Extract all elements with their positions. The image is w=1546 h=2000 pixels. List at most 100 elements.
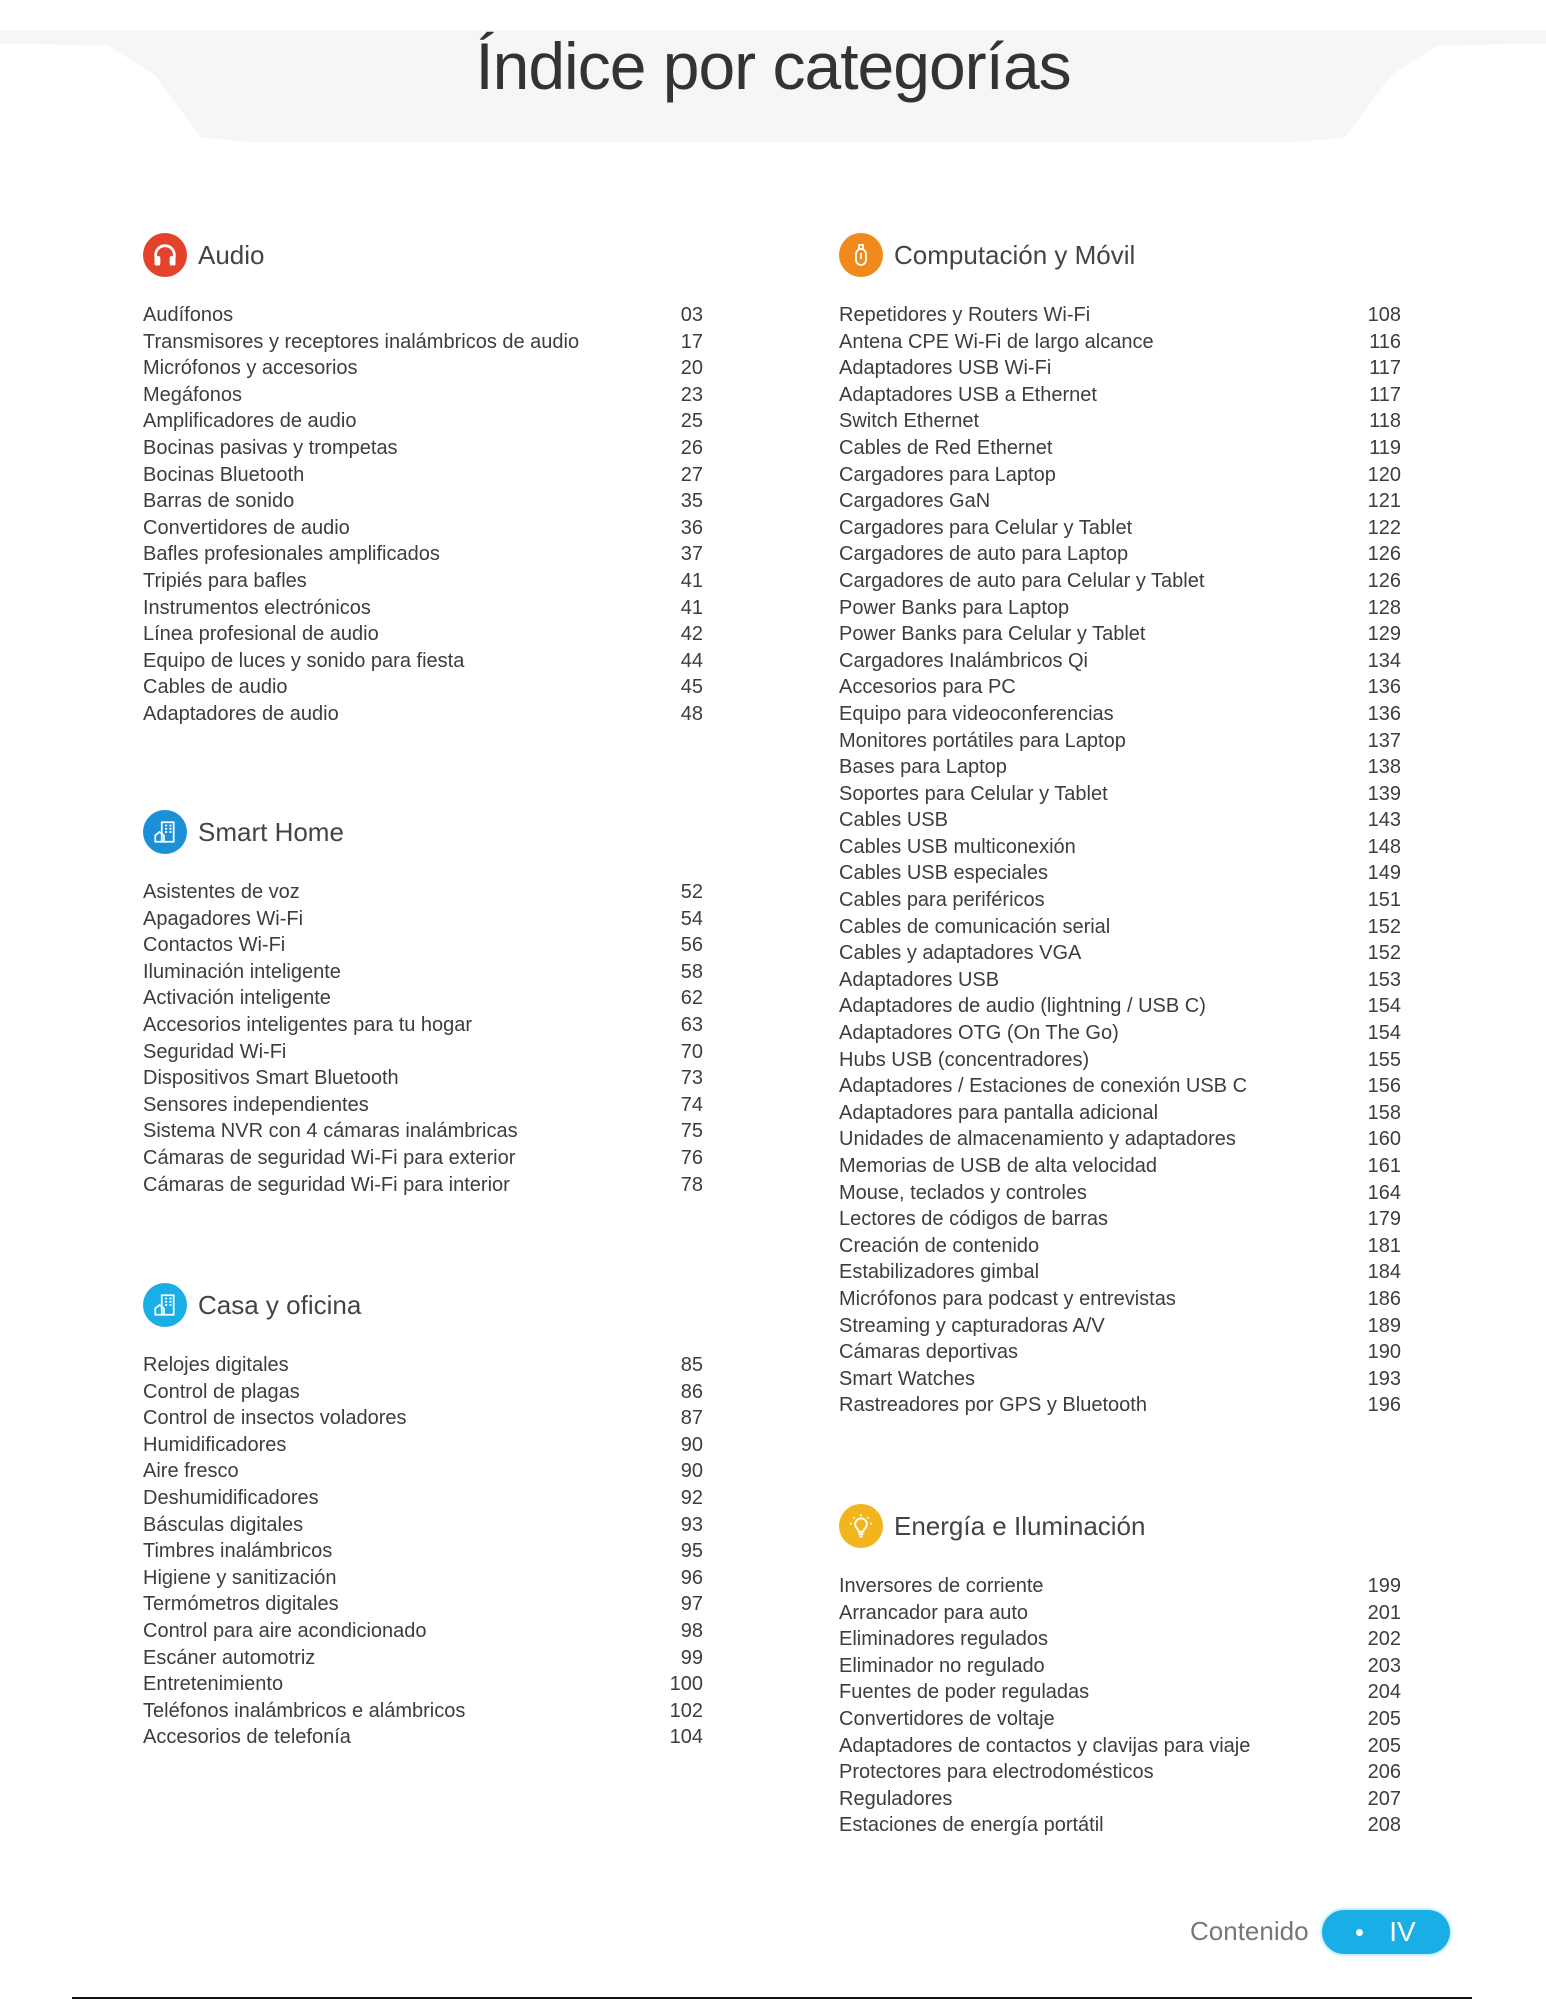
index-entry[interactable]: Entretenimiento 100	[143, 1671, 703, 1698]
index-entry[interactable]: Smart Watches 193	[839, 1366, 1401, 1393]
index-entry[interactable]: Switch Ethernet 118	[839, 408, 1401, 435]
index-entry[interactable]: Megáfonos 23	[143, 382, 703, 409]
index-entry[interactable]: Protectores para electrodomésticos 206	[839, 1759, 1401, 1786]
index-entry[interactable]: Fuentes de poder reguladas 204	[839, 1679, 1401, 1706]
index-entry[interactable]: Apagadores Wi-Fi 54	[143, 906, 703, 933]
index-entry[interactable]: Memorias de USB de alta velocidad 161	[839, 1153, 1401, 1180]
index-entry[interactable]: Termómetros digitales 97	[143, 1591, 703, 1618]
index-entry[interactable]: Eliminador no regulado 203	[839, 1653, 1401, 1680]
index-entry[interactable]: Cargadores para Celular y Tablet 122	[839, 515, 1401, 542]
index-entry[interactable]: Contactos Wi-Fi 56	[143, 932, 703, 959]
index-entry[interactable]: Transmisores y receptores inalámbricos d…	[143, 329, 703, 356]
index-entry[interactable]: Repetidores y Routers Wi-Fi 108	[839, 302, 1401, 329]
index-entry[interactable]: Lectores de códigos de barras 179	[839, 1206, 1401, 1233]
index-entry[interactable]: Cables y adaptadores VGA 152	[839, 940, 1401, 967]
index-entry[interactable]: Micrófonos para podcast y entrevistas 18…	[839, 1286, 1401, 1313]
index-entry[interactable]: Básculas digitales 93	[143, 1512, 703, 1539]
index-entry[interactable]: Hubs USB (concentradores) 155	[839, 1047, 1401, 1074]
index-entry[interactable]: Accesorios inteligentes para tu hogar 63	[143, 1012, 703, 1039]
index-entry[interactable]: Power Banks para Laptop 128	[839, 595, 1401, 622]
index-entry[interactable]: Iluminación inteligente 58	[143, 959, 703, 986]
index-entry[interactable]: Cables USB multiconexión 148	[839, 834, 1401, 861]
entry-label: Memorias de USB de alta velocidad	[839, 1155, 1157, 1177]
index-entry[interactable]: Control de plagas 86	[143, 1379, 703, 1406]
index-entry[interactable]: Adaptadores OTG (On The Go) 154	[839, 1020, 1401, 1047]
index-entry[interactable]: Sensores independientes 74	[143, 1092, 703, 1119]
index-entry[interactable]: Dispositivos Smart Bluetooth 73	[143, 1065, 703, 1092]
index-entry[interactable]: Antena CPE Wi-Fi de largo alcance 116	[839, 329, 1401, 356]
index-entry[interactable]: Unidades de almacenamiento y adaptadores…	[839, 1126, 1401, 1153]
index-entry[interactable]: Adaptadores para pantalla adicional 158	[839, 1100, 1401, 1127]
index-entry[interactable]: Monitores portátiles para Laptop 137	[839, 728, 1401, 755]
index-entry[interactable]: Sistema NVR con 4 cámaras inalámbricas 7…	[143, 1118, 703, 1145]
index-entry[interactable]: Cargadores GaN 121	[839, 488, 1401, 515]
index-entry[interactable]: Cables USB especiales 149	[839, 860, 1401, 887]
index-entry[interactable]: Amplificadores de audio 25	[143, 408, 703, 435]
index-entry[interactable]: Cargadores de auto para Laptop 126	[839, 541, 1401, 568]
index-entry[interactable]: Streaming y capturadoras A/V 189	[839, 1313, 1401, 1340]
index-entry[interactable]: Cargadores para Laptop 120	[839, 462, 1401, 489]
index-entry[interactable]: Adaptadores USB 153	[839, 967, 1401, 994]
index-entry[interactable]: Equipo para videoconferencias 136	[839, 701, 1401, 728]
index-entry[interactable]: Barras de sonido 35	[143, 488, 703, 515]
index-entry[interactable]: Aire fresco 90	[143, 1458, 703, 1485]
index-entry[interactable]: Rastreadores por GPS y Bluetooth 196	[839, 1392, 1401, 1419]
index-entry[interactable]: Instrumentos electrónicos 41	[143, 595, 703, 622]
index-entry[interactable]: Tripiés para bafles 41	[143, 568, 703, 595]
index-entry[interactable]: Línea profesional de audio 42	[143, 621, 703, 648]
index-entry[interactable]: Escáner automotriz 99	[143, 1645, 703, 1672]
index-entry[interactable]: Micrófonos y accesorios 20	[143, 355, 703, 382]
entry-label: Accesorios para PC	[839, 676, 1016, 699]
index-entry[interactable]: Reguladores 207	[839, 1786, 1401, 1813]
entry-label: Adaptadores de audio	[143, 702, 339, 725]
index-entry[interactable]: Accesorios de telefonía 104	[143, 1724, 703, 1751]
index-entry[interactable]: Higiene y sanitización 96	[143, 1565, 703, 1592]
index-entry[interactable]: Relojes digitales 85	[143, 1352, 703, 1379]
index-entry[interactable]: Adaptadores de audio (lightning / USB C)…	[839, 993, 1401, 1020]
index-entry[interactable]: Cámaras de seguridad Wi-Fi para interior…	[143, 1172, 703, 1199]
index-entry[interactable]: Cámaras deportivas 190	[839, 1339, 1401, 1366]
index-entry[interactable]: Adaptadores de contactos y clavijas para…	[839, 1733, 1401, 1760]
index-entry[interactable]: Soportes para Celular y Tablet 139	[839, 781, 1401, 808]
index-entry[interactable]: Control para aire acondicionado 98	[143, 1618, 703, 1645]
index-entry[interactable]: Adaptadores USB Wi-Fi 117	[839, 355, 1401, 382]
index-entry[interactable]: Cables de audio 45	[143, 674, 703, 701]
index-entry[interactable]: Cables de Red Ethernet 119	[839, 435, 1401, 462]
index-entry[interactable]: Cables USB 143	[839, 807, 1401, 834]
index-entry[interactable]: Convertidores de audio 36	[143, 515, 703, 542]
index-entry[interactable]: Timbres inalámbricos 95	[143, 1538, 703, 1565]
index-entry[interactable]: Bafles profesionales amplificados 37	[143, 541, 703, 568]
index-entry[interactable]: Adaptadores / Estaciones de conexión USB…	[839, 1073, 1401, 1100]
index-entry[interactable]: Cables para periféricos 151	[839, 887, 1401, 914]
index-entry[interactable]: Asistentes de voz 52	[143, 879, 703, 906]
index-entry[interactable]: Teléfonos inalámbricos e alámbricos 102	[143, 1698, 703, 1725]
index-entry[interactable]: Estabilizadores gimbal 184	[839, 1259, 1401, 1286]
index-entry[interactable]: Bocinas Bluetooth 27	[143, 462, 703, 489]
index-entry[interactable]: Eliminadores regulados 202	[839, 1626, 1401, 1653]
index-entry[interactable]: Power Banks para Celular y Tablet 129	[839, 621, 1401, 648]
index-entry[interactable]: Accesorios para PC 136	[839, 674, 1401, 701]
index-entry[interactable]: Equipo de luces y sonido para fiesta 44	[143, 648, 703, 675]
index-entry[interactable]: Convertidores de voltaje 205	[839, 1706, 1401, 1733]
index-entry[interactable]: Mouse, teclados y controles 164	[839, 1180, 1401, 1207]
index-entry[interactable]: Cables de comunicación serial 152	[839, 914, 1401, 941]
index-entry[interactable]: Audífonos 03	[143, 302, 703, 329]
index-entry[interactable]: Control de insectos voladores 87	[143, 1405, 703, 1432]
index-entry[interactable]: Bases para Laptop 138	[839, 754, 1401, 781]
entry-page: 205	[1367, 1734, 1401, 1757]
index-entry[interactable]: Cargadores Inalámbricos Qi 134	[839, 648, 1401, 675]
index-entry[interactable]: Inversores de corriente 199	[839, 1573, 1401, 1600]
index-entry[interactable]: Seguridad Wi-Fi 70	[143, 1039, 703, 1066]
index-entry[interactable]: Estaciones de energía portátil 208	[839, 1812, 1401, 1839]
index-entry[interactable]: Humidificadores 90	[143, 1432, 703, 1459]
index-entry[interactable]: Activación inteligente 62	[143, 985, 703, 1012]
index-entry[interactable]: Bocinas pasivas y trompetas 26	[143, 435, 703, 462]
index-entry[interactable]: Arrancador para auto 201	[839, 1600, 1401, 1627]
entry-label: Entretenimiento	[143, 1673, 284, 1696]
index-entry[interactable]: Cargadores de auto para Celular y Tablet…	[839, 568, 1401, 595]
index-entry[interactable]: Adaptadores USB a Ethernet 117	[839, 382, 1401, 409]
index-entry[interactable]: Deshumidificadores 92	[143, 1485, 703, 1512]
index-entry[interactable]: Creación de contenido 181	[839, 1233, 1401, 1260]
index-entry[interactable]: Adaptadores de audio 48	[143, 701, 703, 728]
index-entry[interactable]: Cámaras de seguridad Wi-Fi para exterior…	[143, 1145, 703, 1172]
